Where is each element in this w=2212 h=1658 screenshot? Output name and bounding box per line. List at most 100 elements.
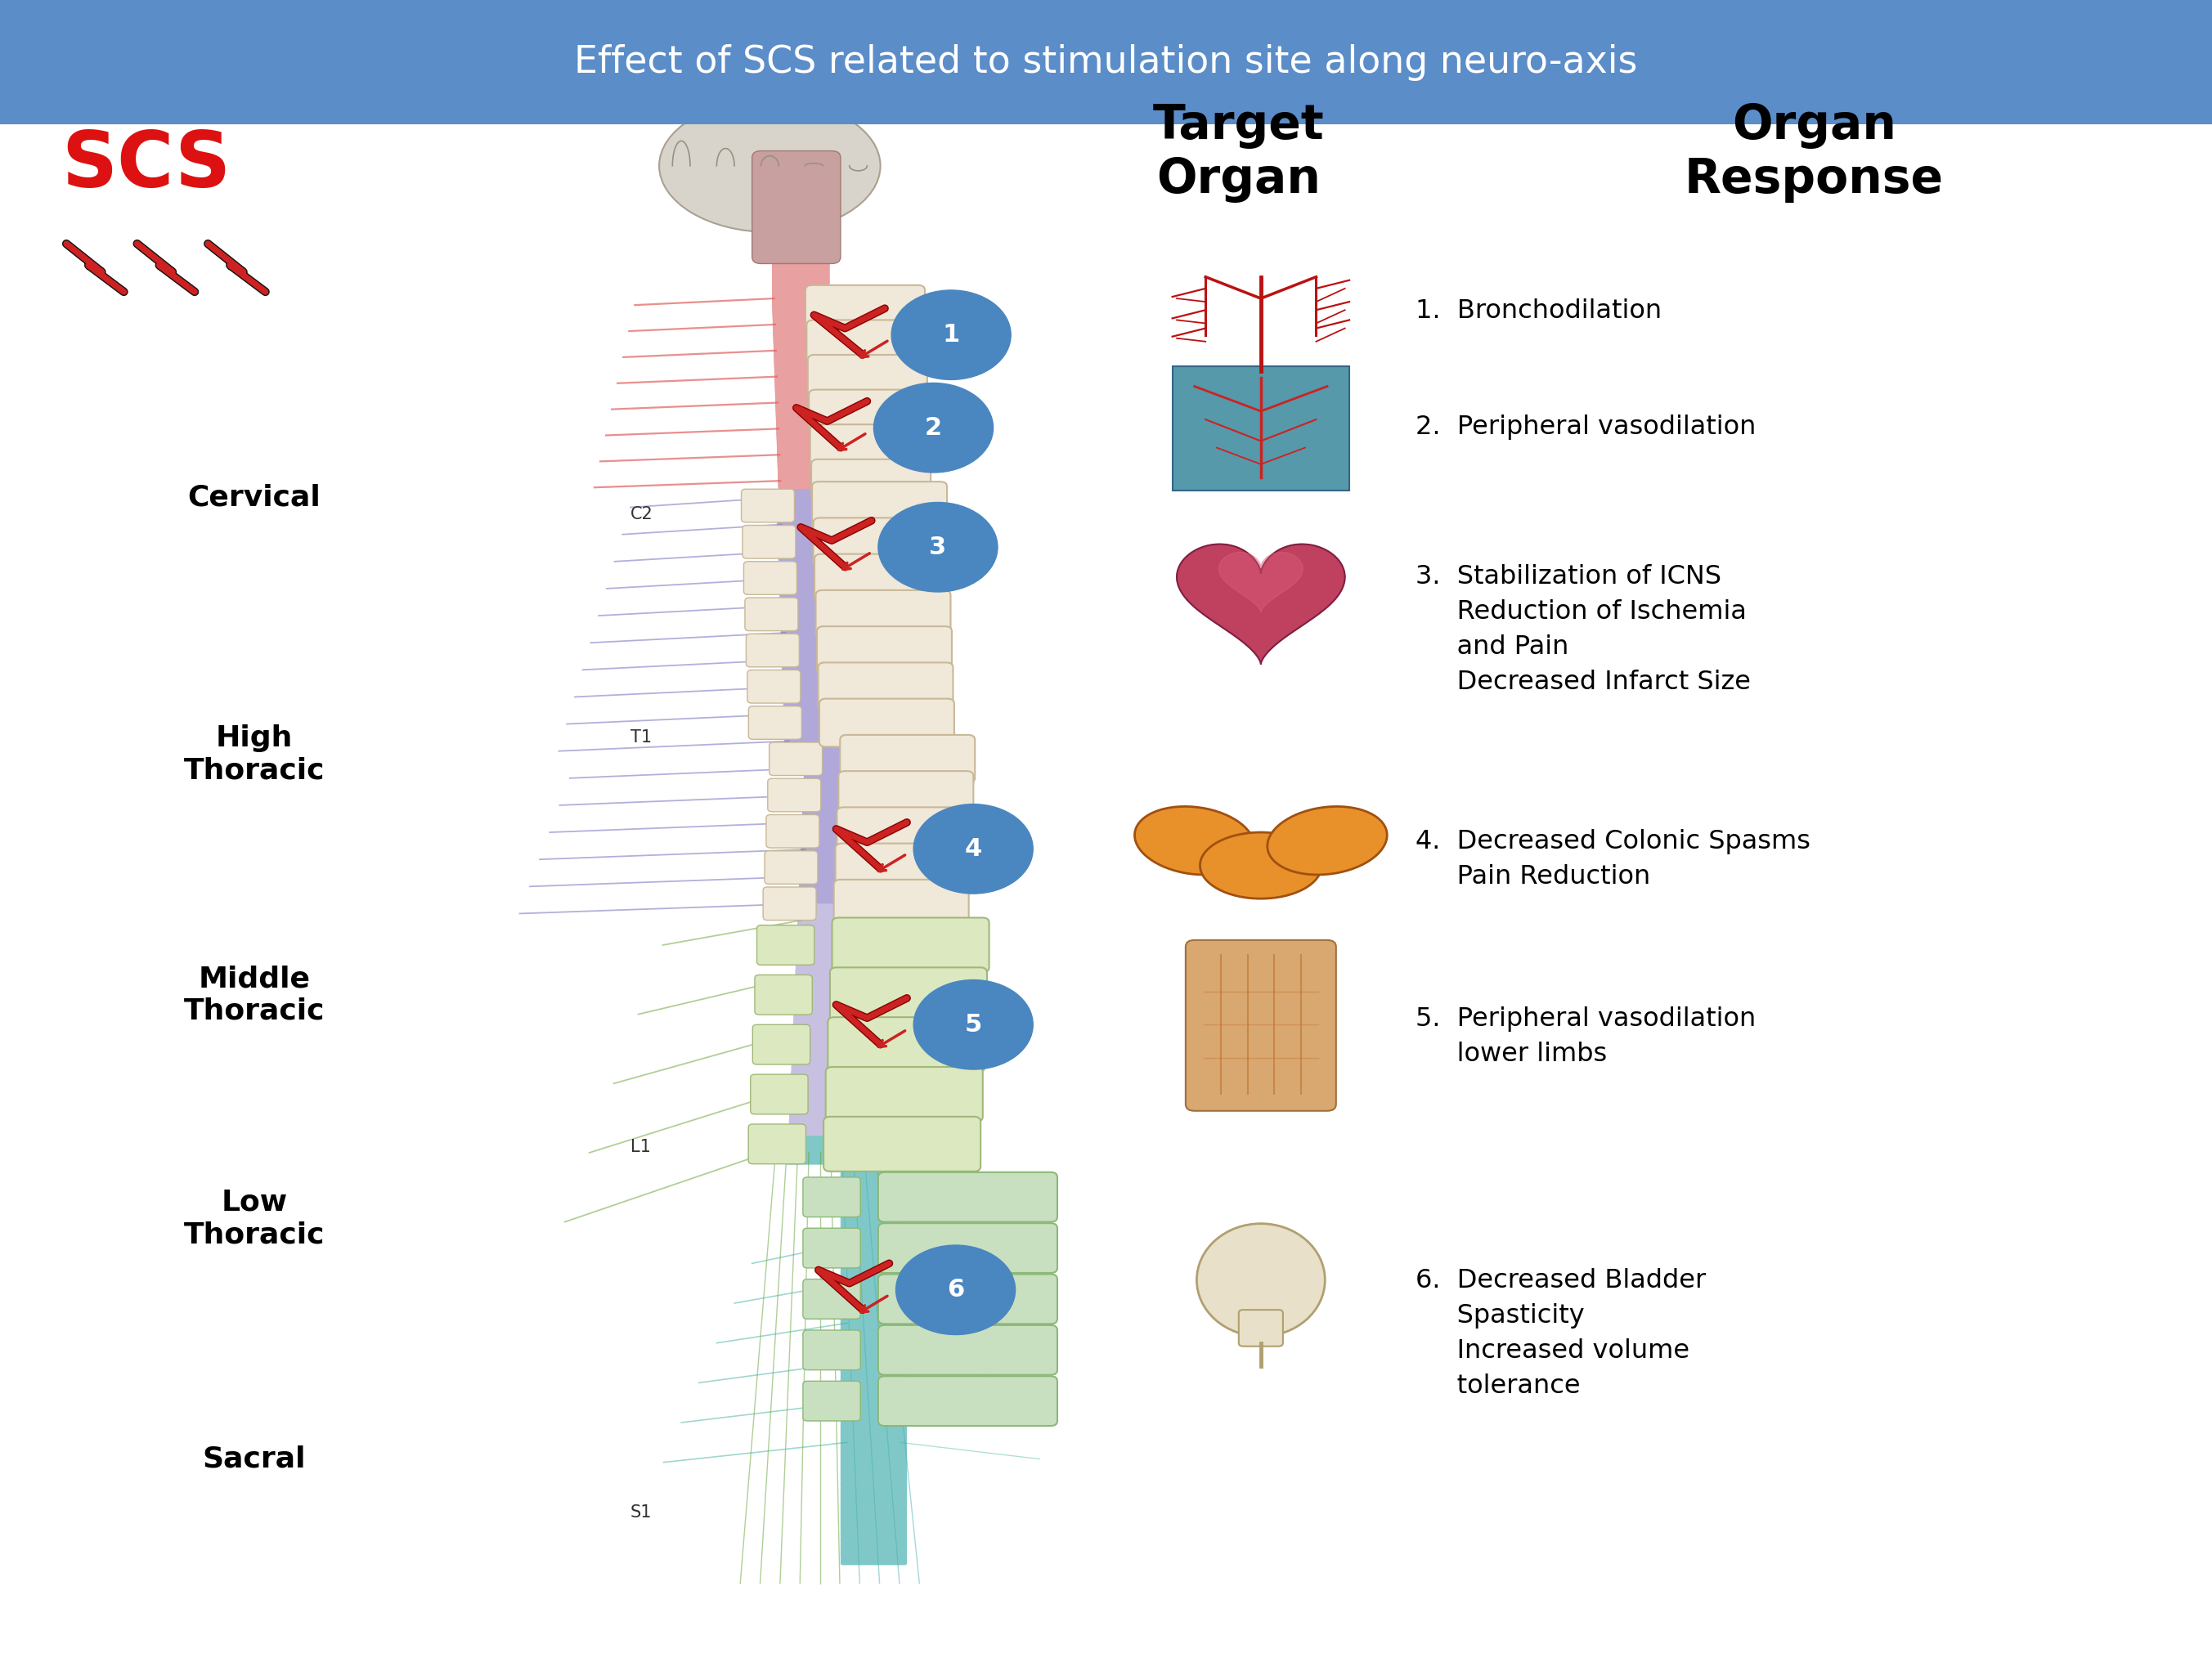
FancyBboxPatch shape <box>792 1028 854 1043</box>
FancyBboxPatch shape <box>779 456 836 471</box>
FancyBboxPatch shape <box>785 1136 852 1151</box>
FancyBboxPatch shape <box>841 1431 907 1446</box>
FancyBboxPatch shape <box>841 1283 907 1298</box>
FancyBboxPatch shape <box>783 705 845 720</box>
FancyBboxPatch shape <box>836 807 971 856</box>
FancyBboxPatch shape <box>841 734 975 783</box>
FancyBboxPatch shape <box>841 1374 907 1389</box>
FancyBboxPatch shape <box>774 335 832 350</box>
FancyBboxPatch shape <box>779 461 836 476</box>
FancyBboxPatch shape <box>841 1396 907 1411</box>
FancyBboxPatch shape <box>841 1529 907 1544</box>
FancyBboxPatch shape <box>774 358 832 373</box>
FancyBboxPatch shape <box>807 355 927 398</box>
FancyBboxPatch shape <box>841 1403 907 1418</box>
FancyBboxPatch shape <box>807 320 927 363</box>
FancyBboxPatch shape <box>794 975 856 990</box>
FancyBboxPatch shape <box>779 489 836 504</box>
FancyBboxPatch shape <box>878 1273 1057 1323</box>
FancyBboxPatch shape <box>841 1297 907 1311</box>
FancyBboxPatch shape <box>796 933 858 948</box>
FancyBboxPatch shape <box>779 562 841 577</box>
FancyBboxPatch shape <box>841 1242 907 1257</box>
FancyBboxPatch shape <box>790 1083 852 1098</box>
FancyBboxPatch shape <box>772 277 830 292</box>
FancyBboxPatch shape <box>772 290 830 305</box>
FancyBboxPatch shape <box>779 557 841 572</box>
FancyBboxPatch shape <box>818 663 953 711</box>
FancyBboxPatch shape <box>772 252 830 267</box>
Text: 2.  Peripheral vasodilation: 2. Peripheral vasodilation <box>1416 414 1756 439</box>
FancyBboxPatch shape <box>841 1466 907 1481</box>
FancyBboxPatch shape <box>799 904 860 919</box>
FancyBboxPatch shape <box>818 698 953 746</box>
FancyBboxPatch shape <box>790 1094 852 1109</box>
FancyBboxPatch shape <box>796 945 858 960</box>
FancyBboxPatch shape <box>801 826 863 841</box>
FancyBboxPatch shape <box>783 688 845 703</box>
FancyBboxPatch shape <box>803 778 865 793</box>
FancyBboxPatch shape <box>785 736 847 751</box>
FancyBboxPatch shape <box>841 1171 907 1185</box>
FancyBboxPatch shape <box>841 1290 907 1305</box>
FancyBboxPatch shape <box>841 1368 907 1383</box>
FancyBboxPatch shape <box>792 1035 854 1050</box>
FancyBboxPatch shape <box>803 1330 860 1370</box>
FancyBboxPatch shape <box>801 851 863 865</box>
FancyBboxPatch shape <box>814 554 949 602</box>
FancyBboxPatch shape <box>763 887 816 920</box>
FancyBboxPatch shape <box>841 1262 907 1277</box>
FancyBboxPatch shape <box>779 481 836 496</box>
FancyBboxPatch shape <box>810 424 929 468</box>
FancyBboxPatch shape <box>787 1136 849 1151</box>
FancyBboxPatch shape <box>792 1058 854 1073</box>
FancyBboxPatch shape <box>774 350 832 365</box>
Text: Low
Thoracic: Low Thoracic <box>184 1189 325 1248</box>
FancyBboxPatch shape <box>794 993 856 1008</box>
FancyBboxPatch shape <box>750 1074 807 1114</box>
FancyBboxPatch shape <box>776 433 834 448</box>
FancyBboxPatch shape <box>803 773 865 788</box>
FancyBboxPatch shape <box>776 504 838 519</box>
FancyBboxPatch shape <box>805 741 867 756</box>
FancyBboxPatch shape <box>781 625 843 640</box>
FancyBboxPatch shape <box>841 1487 907 1502</box>
FancyBboxPatch shape <box>785 1149 852 1164</box>
FancyBboxPatch shape <box>803 1229 860 1268</box>
FancyBboxPatch shape <box>783 693 845 708</box>
FancyBboxPatch shape <box>841 1459 907 1474</box>
FancyBboxPatch shape <box>783 700 845 715</box>
FancyBboxPatch shape <box>803 814 865 829</box>
FancyBboxPatch shape <box>781 637 843 652</box>
FancyBboxPatch shape <box>841 1481 907 1496</box>
FancyBboxPatch shape <box>779 478 836 492</box>
FancyBboxPatch shape <box>841 1185 907 1200</box>
FancyBboxPatch shape <box>805 763 867 778</box>
FancyBboxPatch shape <box>803 788 865 802</box>
FancyBboxPatch shape <box>816 590 951 638</box>
FancyBboxPatch shape <box>878 1325 1057 1374</box>
FancyBboxPatch shape <box>748 1124 805 1164</box>
FancyBboxPatch shape <box>792 1071 854 1086</box>
FancyBboxPatch shape <box>841 1509 907 1524</box>
FancyBboxPatch shape <box>774 355 832 370</box>
FancyBboxPatch shape <box>841 1340 907 1355</box>
FancyBboxPatch shape <box>785 731 847 746</box>
FancyBboxPatch shape <box>796 922 858 937</box>
FancyBboxPatch shape <box>765 851 818 884</box>
FancyBboxPatch shape <box>799 894 860 909</box>
FancyBboxPatch shape <box>841 1494 907 1509</box>
FancyBboxPatch shape <box>803 799 865 814</box>
FancyBboxPatch shape <box>805 285 925 328</box>
FancyBboxPatch shape <box>772 297 830 312</box>
Text: Sacral: Sacral <box>204 1446 305 1472</box>
FancyBboxPatch shape <box>776 428 834 443</box>
FancyBboxPatch shape <box>776 419 834 434</box>
FancyBboxPatch shape <box>774 388 832 403</box>
Circle shape <box>914 804 1033 894</box>
FancyBboxPatch shape <box>841 1522 907 1537</box>
FancyBboxPatch shape <box>781 652 843 667</box>
FancyBboxPatch shape <box>841 1205 907 1220</box>
FancyBboxPatch shape <box>841 1544 907 1559</box>
FancyBboxPatch shape <box>794 982 856 996</box>
